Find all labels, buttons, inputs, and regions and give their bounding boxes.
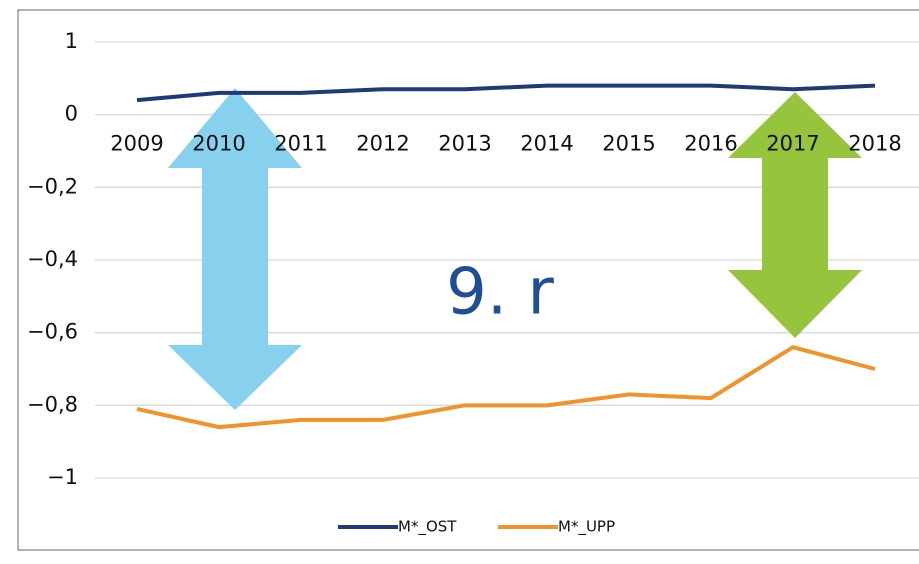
x-tick-label: 2017: [766, 132, 819, 156]
y-tick-label: −0,8: [27, 392, 78, 416]
x-tick-label: 2016: [684, 132, 737, 156]
x-tick-label: 2011: [274, 132, 327, 156]
legend-label: M*_UPP: [558, 518, 615, 537]
legend-label: M*_OST: [398, 518, 457, 537]
arrow-right: [728, 92, 862, 338]
series-line: [136, 83, 876, 103]
x-tick-label: 2010: [192, 132, 245, 156]
chart-frame: [17, 9, 919, 551]
y-tick-label: −0,2: [27, 174, 78, 198]
x-tick-label: 2009: [110, 132, 163, 156]
arrow-left: [168, 88, 302, 410]
y-tick-label: −0,6: [27, 320, 78, 344]
x-tick-label: 2013: [438, 132, 491, 156]
annotation: 9. r: [446, 256, 554, 330]
y-tick-label: 0: [65, 102, 78, 126]
x-tick-label: 2018: [848, 132, 901, 156]
y-tick-label: 1: [65, 29, 78, 53]
series-line: [136, 345, 876, 430]
y-tick-label: −0,4: [27, 247, 78, 271]
y-tick-label: −1: [47, 465, 78, 489]
x-tick-label: 2014: [520, 132, 573, 156]
x-tick-label: 2012: [356, 132, 409, 156]
x-tick-label: 2015: [602, 132, 655, 156]
